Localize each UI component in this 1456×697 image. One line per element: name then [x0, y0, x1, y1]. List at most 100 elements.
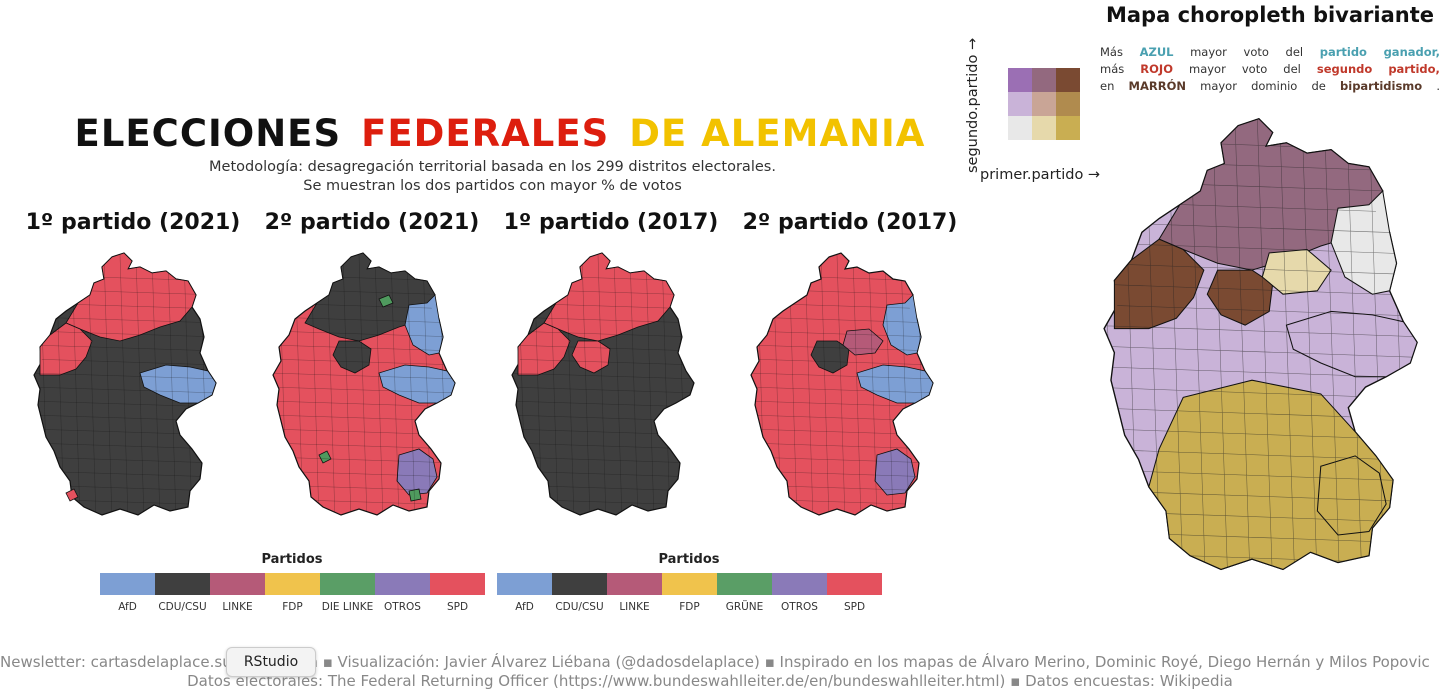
legend-label-spd: SPD [446, 601, 469, 613]
legend-swatch-cdu-csu [155, 573, 210, 595]
biv-l1-f: partido [1319, 45, 1367, 59]
biv-l2-e: del [1283, 62, 1301, 76]
title-word-federales: FEDERALES [361, 112, 610, 155]
legend-swatch-afd [497, 573, 552, 595]
map-1st-party-2017 [511, 252, 695, 516]
bivariate-cell-2-0 [1008, 116, 1032, 140]
legend-swatch-afd [100, 573, 155, 595]
bivariate-cell-0-1 [1032, 68, 1056, 92]
map-3-district-lines [751, 254, 933, 515]
map-1-region-east [404, 294, 444, 356]
legend-swatch-fdp [662, 573, 717, 595]
map-1-region-east-band [378, 364, 456, 404]
biv-l2-a: más [1100, 62, 1125, 76]
biv-l2-c: mayor [1189, 62, 1226, 76]
legend-swatch-linke [607, 573, 662, 595]
map-1st-party-2021 [33, 252, 217, 516]
legend-color-bar-2017 [497, 573, 882, 595]
legend-label-die-linke: DIE LINKE [321, 601, 374, 613]
biv-l2-rojo: ROJO [1140, 62, 1173, 76]
biv-l3-d: dominio [1251, 79, 1298, 93]
page-title: ELECCIONES FEDERALES DE ALEMANIA [0, 112, 1000, 155]
bivariate-cell-0-2 [1056, 68, 1080, 92]
map-2nd-party-2017 [750, 252, 934, 516]
bivariate-color-legend [1008, 68, 1080, 140]
bivariate-cell-1-1 [1032, 92, 1056, 116]
biv-l1-d: voto [1243, 45, 1269, 59]
bivariate-x-axis-label: primer.partido → [980, 167, 1101, 183]
legend-title-2017: Partidos [658, 552, 720, 567]
map-title-1: 1º partido (2021) [25, 210, 241, 235]
map-2-region-center [571, 340, 611, 374]
map-0-district-lines [34, 254, 216, 515]
legend-label-afd: AfD [118, 601, 137, 613]
map-2-district-lines [512, 254, 694, 515]
legend-swatch-spd [430, 573, 485, 595]
legend-label-otros: OTROS [384, 601, 421, 613]
subtitle-line-1: Metodología: desagregación territorial b… [209, 159, 776, 175]
legend-labels-2017: AfD CDU/CSU LINKE FDP GRÜNE OTROS SPD [497, 601, 882, 613]
legend-label-cdu-csu: CDU/CSU [158, 601, 207, 613]
legend-label-afd: AfD [515, 601, 534, 613]
legend-label-cdu-csu: CDU/CSU [555, 601, 604, 613]
bivariate-region-east [1330, 189, 1398, 295]
legend-label-spd: SPD [843, 601, 866, 613]
map-1-region-center [332, 340, 372, 374]
rstudio-tooltip-button[interactable]: RStudio [226, 647, 316, 677]
footer-sources: Datos electorales: The Federal Returning… [187, 672, 1233, 690]
bivariate-cell-1-0 [1008, 92, 1032, 116]
legend-swatch-cdu-csu [552, 573, 607, 595]
biv-l1-c: mayor [1190, 45, 1227, 59]
legend-swatch-gr-ne [717, 573, 772, 595]
legend-labels-2021: AfD CDU/CSU LINKE FDP DIE LINKE OTROS SPD [100, 601, 485, 613]
legend-swatch-die-linke [320, 573, 375, 595]
biv-l3-marron: MARRÓN [1128, 79, 1186, 93]
map-3-region-south-east [874, 448, 916, 496]
biv-l1-a: Más [1100, 45, 1123, 59]
legend-title-2021: Partidos [261, 552, 323, 567]
biv-l2-d: voto [1241, 62, 1268, 76]
bivariate-choropleth-map [1103, 117, 1418, 571]
map-3-region-east [882, 294, 922, 356]
map-3-region-east-band [856, 364, 934, 404]
map-title-2: 2º partido (2021) [264, 210, 480, 235]
legend-label-linke: LINKE [619, 601, 650, 613]
biv-l3-a: en [1100, 79, 1115, 93]
map-2-region-west [517, 322, 571, 376]
bivariate-legend-line-3: en MARRÓN mayor dominio de bipartidismo … [1100, 79, 1440, 93]
biv-l3-g: . [1436, 79, 1440, 93]
legend-color-bar-2021 [100, 573, 485, 595]
legend-label-gr-ne: GRÜNE [725, 601, 764, 613]
bivariate-region-center [1206, 269, 1274, 326]
legend-swatch-otros [375, 573, 430, 595]
title-word-de-alemania: DE ALEMANIA [629, 112, 926, 155]
legend-label-otros: OTROS [781, 601, 818, 613]
bivariate-title: Mapa choropleth bivariante [1105, 3, 1434, 27]
legend-swatch-spd [827, 573, 882, 595]
biv-l3-f: bipartidismo [1340, 79, 1423, 93]
biv-l1-azul: AZUL [1139, 45, 1174, 59]
map-title-3: 1º partido (2017) [503, 210, 719, 235]
bivariate-cell-2-1 [1032, 116, 1056, 140]
bivariate-region-south-east [1316, 455, 1387, 536]
bivariate-district-lines [1104, 118, 1418, 570]
legend-label-fdp: FDP [679, 601, 700, 613]
legend-label-linke: LINKE [222, 601, 253, 613]
map-1-district-lines [273, 254, 455, 515]
bivariate-cell-0-0 [1008, 68, 1032, 92]
legend-label-fdp: FDP [282, 601, 303, 613]
legend-swatch-otros [772, 573, 827, 595]
bivariate-region-east-band [1285, 310, 1418, 378]
legend-swatch-linke [210, 573, 265, 595]
bivariate-legend-line-1: Más AZUL mayor voto del partido ganador, [1100, 45, 1440, 59]
map-0-region-east-band [139, 364, 217, 404]
footer-credits: Newsletter: cartasdelaplace.substack.com… [0, 653, 1430, 671]
biv-l3-c: mayor [1200, 79, 1237, 93]
map-0-region-south-spot [65, 488, 79, 502]
map-1-region-south-east [396, 448, 438, 496]
biv-l3-e: de [1311, 79, 1326, 93]
subtitle: Metodología: desagregación territorial b… [0, 158, 985, 196]
biv-l1-e: del [1285, 45, 1304, 59]
biv-l2-f: segundo [1316, 62, 1373, 76]
bivariate-y-axis-label: segundo.partido → [965, 37, 981, 173]
